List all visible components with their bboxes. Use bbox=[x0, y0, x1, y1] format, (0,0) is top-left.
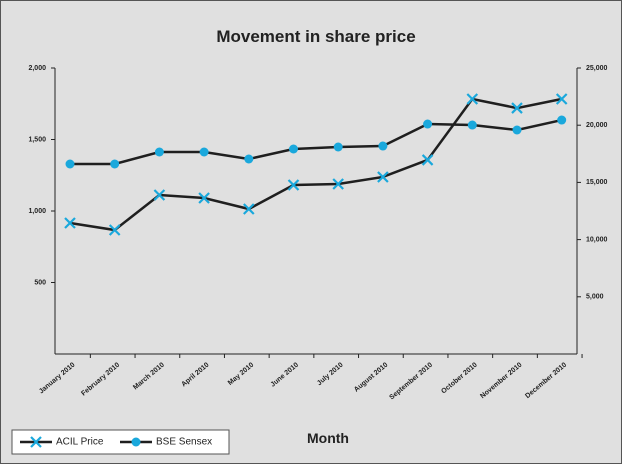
y2-tick-label: 20,000 bbox=[586, 122, 608, 129]
y-tick-label: 1,000 bbox=[28, 208, 46, 215]
series-line bbox=[70, 118, 562, 166]
data-point bbox=[289, 144, 298, 154]
data-point bbox=[555, 93, 568, 105]
data-point bbox=[511, 102, 523, 114]
legend-label: BSE Sensex bbox=[156, 437, 212, 448]
y2-tick-label: 15,000 bbox=[586, 179, 608, 186]
data-point bbox=[244, 154, 254, 164]
data-point bbox=[467, 120, 477, 130]
data-point bbox=[65, 159, 75, 169]
y2-tick-label: 5,000 bbox=[586, 294, 604, 301]
data-point bbox=[199, 147, 209, 157]
x-axis-label: Month bbox=[307, 430, 349, 446]
y2-tick-label: 25,000 bbox=[586, 65, 608, 72]
chart-title: Movement in share price bbox=[216, 27, 415, 46]
data-point bbox=[333, 142, 343, 152]
data-point bbox=[377, 171, 389, 183]
data-point bbox=[287, 179, 300, 191]
legend-marker bbox=[30, 436, 42, 448]
legend-label: ACIL Price bbox=[56, 437, 104, 448]
data-point bbox=[64, 217, 76, 229]
legend-marker bbox=[131, 437, 141, 447]
data-point bbox=[512, 125, 522, 135]
y-tick-label: 500 bbox=[34, 279, 46, 286]
data-point bbox=[466, 93, 479, 105]
data-point bbox=[378, 141, 388, 151]
data-point bbox=[557, 115, 567, 125]
y-tick-label: 2,000 bbox=[28, 65, 46, 72]
data-point bbox=[198, 192, 210, 204]
series-line bbox=[69, 97, 562, 232]
y-tick-label: 1,500 bbox=[28, 136, 46, 143]
data-point bbox=[108, 224, 121, 236]
data-point bbox=[421, 154, 434, 166]
data-point bbox=[243, 203, 255, 215]
data-point bbox=[110, 159, 120, 169]
y2-tick-label: 10,000 bbox=[586, 236, 608, 243]
data-point bbox=[153, 189, 166, 201]
data-point bbox=[423, 119, 433, 129]
data-point bbox=[154, 147, 164, 157]
data-point bbox=[332, 178, 344, 190]
